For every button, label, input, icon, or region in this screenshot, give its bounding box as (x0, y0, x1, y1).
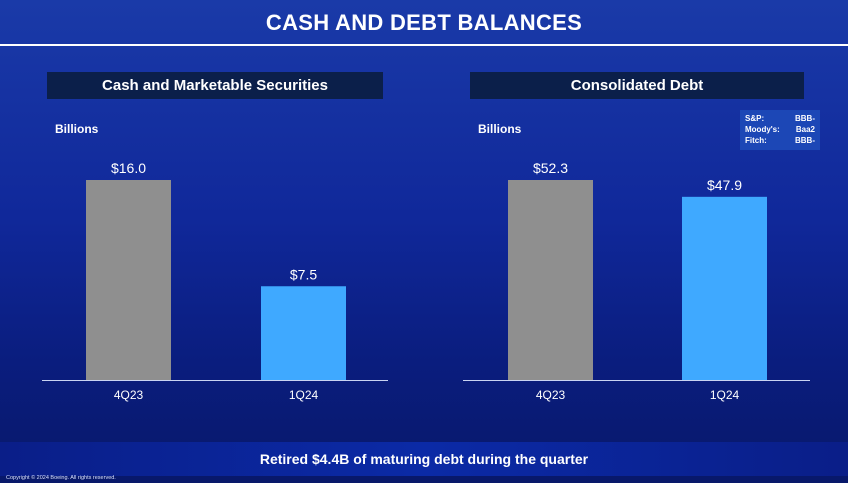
rating-agency: Moody's: (745, 125, 780, 134)
debt-value-label: $52.3 (533, 160, 568, 176)
rating-value: BBB- (795, 136, 815, 145)
debt-x-tick-label: 1Q24 (710, 388, 740, 402)
rating-value: BBB- (795, 114, 815, 123)
cash-x-tick-label: 4Q23 (114, 388, 144, 402)
page-title: CASH AND DEBT BALANCES (265, 10, 583, 35)
cash-x-tick-label: 1Q24 (289, 388, 319, 402)
cash-value-label: $16.0 (111, 160, 146, 176)
rating-agency: Fitch: (745, 136, 767, 145)
debt-units-label: Billions (478, 122, 522, 136)
debt-x-tick-label: 4Q23 (536, 388, 566, 402)
debt-chart-title: Consolidated Debt (470, 72, 804, 99)
rating-agency: S&P: (745, 114, 765, 123)
rating-row-fitch: Fitch: BBB- (745, 135, 815, 146)
bar-charts: $16.0 4Q23 $7.5 1Q24 $52.3 4Q23 $47.9 1Q24 (42, 160, 810, 402)
debt-value-label: $47.9 (707, 177, 742, 193)
cash-value-label: $7.5 (290, 266, 317, 282)
rating-row-moodys: Moody's: Baa2 (745, 124, 815, 135)
copyright-text: Copyright © 2024 Boeing. All rights rese… (6, 475, 116, 481)
footer-banner: Retired $4.4B of maturing debt during th… (0, 442, 848, 476)
title-divider (0, 44, 848, 46)
rating-row-sp: S&P: BBB- (745, 113, 815, 124)
debt-bar-1q24 (682, 196, 767, 380)
rating-value: Baa2 (795, 125, 815, 134)
cash-bar-4q23 (86, 180, 171, 380)
cash-units-label: Billions (55, 122, 99, 136)
cash-chart-title: Cash and Marketable Securities (47, 72, 383, 99)
cash-bar-1q24 (261, 286, 346, 380)
credit-ratings-box: S&P: BBB- Moody's: Baa2 Fitch: BBB- (740, 110, 820, 150)
debt-bar-4q23 (508, 180, 593, 380)
